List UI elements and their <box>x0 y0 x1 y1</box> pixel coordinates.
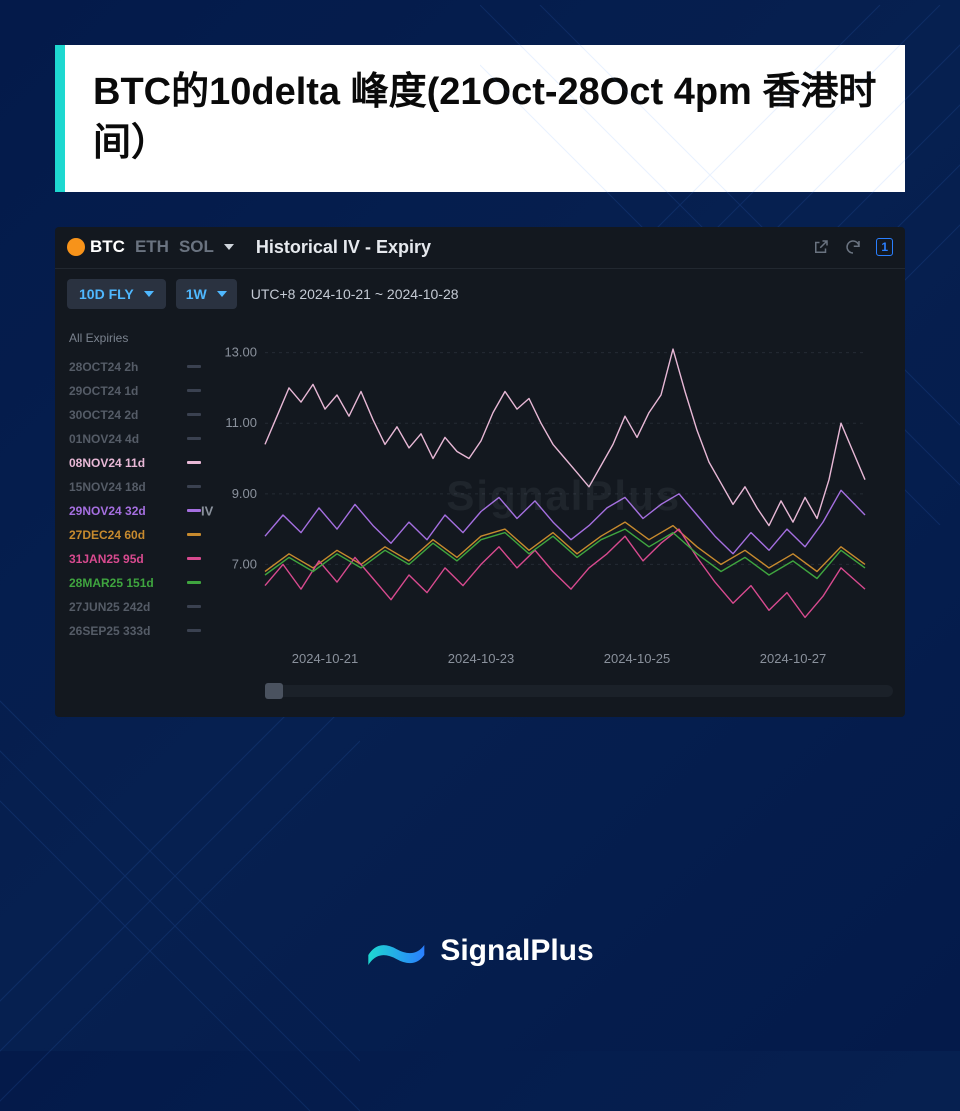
asset-tab-label: SOL <box>179 237 214 257</box>
expiry-item[interactable]: 08NOV24 11d <box>67 451 207 475</box>
expiry-item[interactable]: 28MAR25 151d <box>67 571 207 595</box>
title-block: BTC的10delta 峰度(21Oct-28Oct 4pm 香港时间） <box>55 45 905 192</box>
expiry-label: 29NOV24 32d <box>69 504 146 518</box>
chart-canvas: IV SignalPlus 7.009.0011.0013.002024-10-… <box>207 325 893 697</box>
expiry-item[interactable]: 26SEP25 333d <box>67 619 207 643</box>
chart-panel: BTC ETH SOL Historical IV - Expiry 1 10D… <box>55 227 905 717</box>
brand-text: SignalPlus <box>440 934 593 968</box>
expiry-label: 26SEP25 333d <box>69 624 150 638</box>
refresh-icon[interactable] <box>844 238 862 256</box>
range-dropdown[interactable]: 1W <box>176 279 237 309</box>
expiry-label: 30OCT24 2d <box>69 408 138 422</box>
chevron-down-icon[interactable] <box>224 244 234 250</box>
scroll-track[interactable] <box>265 685 893 697</box>
metric-dropdown[interactable]: 10D FLY <box>67 279 166 309</box>
expiry-label: 29OCT24 1d <box>69 384 138 398</box>
expiry-swatch <box>187 365 201 368</box>
expiry-label: 08NOV24 11d <box>69 456 145 470</box>
series-28MAR25 151d <box>265 529 865 578</box>
expiry-swatch <box>187 389 201 392</box>
expiry-swatch <box>187 605 201 608</box>
bg-grid-bottom <box>0 691 360 1111</box>
series-29NOV24 32d <box>265 490 865 554</box>
badge-icon[interactable]: 1 <box>876 238 893 256</box>
asset-tab-eth[interactable]: ETH <box>135 237 169 257</box>
expiry-item[interactable]: 31JAN25 95d <box>67 547 207 571</box>
line-chart[interactable]: 7.00 9.00 11.00 13.00 2024-10-21 2024-10-23 20… <box>215 325 875 675</box>
expiry-swatch <box>187 557 201 560</box>
btc-icon <box>67 238 85 256</box>
chart-area: All Expiries 28OCT24 2h 29OCT24 1d 30OCT24… <box>55 319 905 717</box>
expiry-swatch <box>187 533 201 536</box>
expiry-item[interactable]: 28OCT24 2h <box>67 355 207 379</box>
chevron-down-icon <box>217 291 227 297</box>
expiry-item[interactable]: 29NOV24 32d <box>67 499 207 523</box>
expiry-label: 27DEC24 60d <box>69 528 145 542</box>
expiry-item[interactable]: 01NOV24 4d <box>67 427 207 451</box>
expiry-swatch <box>187 629 201 632</box>
svg-text:2024-10-23: 2024-10-23 <box>448 651 515 666</box>
svg-text:2024-10-25: 2024-10-25 <box>604 651 671 666</box>
expiry-label: 27JUN25 242d <box>69 600 150 614</box>
expiry-list-header: All Expiries <box>67 325 207 355</box>
brand: SignalPlus <box>366 931 593 971</box>
svg-text:2024-10-27: 2024-10-27 <box>760 651 827 666</box>
page-title: BTC的10delta 峰度(21Oct-28Oct 4pm 香港时间） <box>93 67 877 170</box>
brand-logo-icon <box>366 931 426 971</box>
expiry-item[interactable]: 27JUN25 242d <box>67 595 207 619</box>
expiry-label: 28OCT24 2h <box>69 360 138 374</box>
expiry-label: 31JAN25 95d <box>69 552 144 566</box>
asset-tabs: BTC ETH SOL <box>67 237 234 257</box>
expiry-label: 15NOV24 18d <box>69 480 146 494</box>
dropdown-label: 1W <box>186 286 207 302</box>
asset-tab-label: BTC <box>90 237 125 257</box>
svg-text:2024-10-21: 2024-10-21 <box>292 651 359 666</box>
expiry-swatch <box>187 509 201 512</box>
svg-text:9.00: 9.00 <box>232 485 257 500</box>
expiry-item[interactable]: 27DEC24 60d <box>67 523 207 547</box>
svg-text:7.00: 7.00 <box>232 556 257 571</box>
asset-tab-label: ETH <box>135 237 169 257</box>
expiry-list: All Expiries 28OCT24 2h 29OCT24 1d 30OCT24… <box>67 325 207 697</box>
svg-text:13.00: 13.00 <box>224 344 257 359</box>
panel-header: BTC ETH SOL Historical IV - Expiry 1 <box>55 227 905 269</box>
expiry-label: 28MAR25 151d <box>69 576 154 590</box>
expiry-swatch <box>187 461 201 464</box>
dropdown-label: 10D FLY <box>79 286 134 302</box>
y-axis-label: IV <box>201 503 213 518</box>
asset-tab-btc[interactable]: BTC <box>67 237 125 257</box>
expiry-swatch <box>187 437 201 440</box>
series-08NOV24 11d <box>265 349 865 525</box>
date-range: UTC+8 2024-10-21 ~ 2024-10-28 <box>247 279 463 309</box>
chevron-down-icon <box>144 291 154 297</box>
expiry-label: 01NOV24 4d <box>69 432 139 446</box>
expiry-swatch <box>187 413 201 416</box>
external-link-icon[interactable] <box>812 238 830 256</box>
expiry-swatch <box>187 581 201 584</box>
scroll-thumb[interactable] <box>265 683 283 699</box>
expiry-item[interactable]: 29OCT24 1d <box>67 379 207 403</box>
expiry-swatch <box>187 485 201 488</box>
expiry-item[interactable]: 30OCT24 2d <box>67 403 207 427</box>
controls-row: 10D FLY 1W UTC+8 2024-10-21 ~ 2024-10-28 <box>55 269 905 319</box>
svg-text:11.00: 11.00 <box>225 415 257 430</box>
panel-title: Historical IV - Expiry <box>256 237 431 258</box>
asset-tab-sol[interactable]: SOL <box>179 237 214 257</box>
expiry-item[interactable]: 15NOV24 18d <box>67 475 207 499</box>
